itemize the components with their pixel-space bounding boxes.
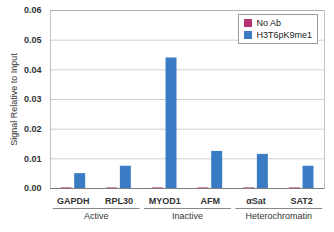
svg-text:αSat: αSat	[246, 196, 266, 206]
svg-text:Active: Active	[84, 211, 109, 221]
svg-text:0.02: 0.02	[24, 124, 42, 134]
svg-text:AFM: AFM	[201, 196, 221, 206]
svg-text:RPL30: RPL30	[105, 196, 133, 206]
svg-text:Inactive: Inactive	[172, 211, 203, 221]
svg-text:Signal Relative to Input: Signal Relative to Input	[9, 53, 19, 146]
svg-text:0.03: 0.03	[24, 94, 42, 104]
svg-text:0.00: 0.00	[24, 183, 42, 193]
svg-text:MYOD1: MYOD1	[149, 196, 181, 206]
svg-text:Heterochromatin: Heterochromatin	[246, 211, 313, 221]
svg-text:SAT2: SAT2	[290, 196, 312, 206]
svg-text:0.06: 0.06	[24, 5, 42, 15]
svg-text:0.01: 0.01	[24, 154, 42, 164]
html-text:No Ab: No Ab	[256, 18, 281, 28]
svg-text:0.04: 0.04	[24, 65, 42, 75]
html-text:H3T6pK9me1: H3T6pK9me1	[256, 30, 312, 40]
svg-text:0.05: 0.05	[24, 35, 42, 45]
svg-text:GAPDH: GAPDH	[57, 196, 90, 206]
